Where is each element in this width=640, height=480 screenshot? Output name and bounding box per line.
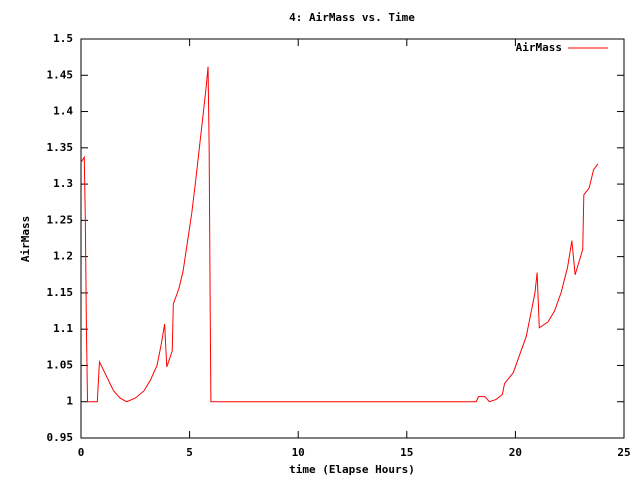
plot-border xyxy=(80,38,625,439)
y-tick-label: 1.25 xyxy=(47,213,74,226)
data-line xyxy=(80,66,599,403)
y-axis-label: AirMass xyxy=(19,216,32,262)
x-tick-label: 15 xyxy=(400,446,413,459)
legend-label: AirMass xyxy=(516,41,562,54)
y-tick-label: 1.2 xyxy=(53,250,73,263)
x-tick-label: 25 xyxy=(617,446,630,459)
chart-title: 4: AirMass vs. Time xyxy=(289,11,415,24)
y-tick-label: 1.35 xyxy=(47,141,74,154)
y-tick-label: 1.15 xyxy=(47,286,74,299)
y-tick-label: 1.45 xyxy=(47,68,74,81)
x-tick-label: 10 xyxy=(292,446,305,459)
y-tick-label: 1.1 xyxy=(53,322,73,335)
y-tick-label: 1.3 xyxy=(53,177,73,190)
x-tick-label: 0 xyxy=(78,446,85,459)
y-tick-label: 1.4 xyxy=(53,105,73,118)
x-tick-label: 20 xyxy=(509,446,522,459)
x-axis-label: time (Elapse Hours) xyxy=(289,463,415,476)
y-tick-label: 1 xyxy=(66,395,73,408)
y-tick-label: 1.05 xyxy=(47,358,74,371)
y-tick-label: 0.95 xyxy=(47,431,74,444)
x-tick-label: 5 xyxy=(186,446,193,459)
y-tick-label: 1.5 xyxy=(53,32,73,45)
